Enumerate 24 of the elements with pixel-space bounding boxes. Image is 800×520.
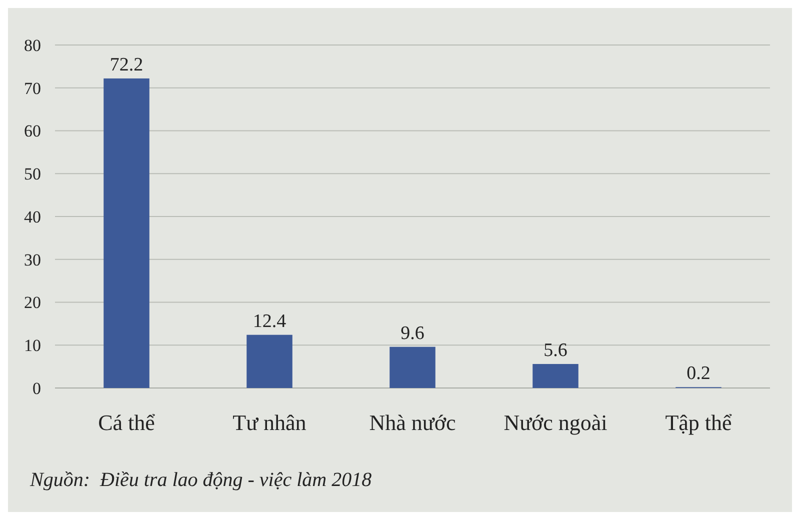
data-label: 0.2 [686,363,710,384]
text: Nguồn: Điều tra lao động - việc làm 2018 [29,469,372,491]
y-tick-label: 40 [24,207,41,226]
y-tick-label: 70 [24,78,41,98]
bar [104,78,150,388]
x-tick-label: Nước ngoài [504,410,608,435]
y-tick-label: 0 [32,378,41,398]
bar [246,334,292,388]
data-label: 72.2 [110,54,144,76]
y-tick-label: 80 [24,36,41,55]
bar [390,346,436,388]
x-tick-label: Nhà nước [369,410,456,435]
bar [532,364,578,388]
x-tick-label: Tư nhân [232,410,306,435]
data-label: 12.4 [252,310,287,332]
y-tick-label: 50 [24,164,41,184]
data-label: 9.6 [400,322,424,344]
y-tick-label: 20 [24,293,41,312]
x-tick-label: Tập thể [665,410,732,435]
x-tick-label: Cá thể [98,410,156,435]
y-tick-label: 30 [24,250,41,270]
y-tick-label: 60 [24,122,41,141]
y-tick-label: 10 [24,336,41,356]
data-label: 5.6 [544,340,568,361]
